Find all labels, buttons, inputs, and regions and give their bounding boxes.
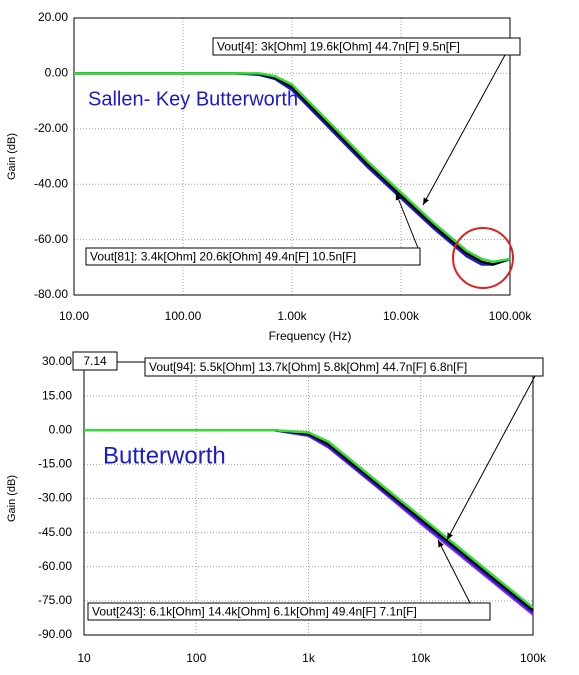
x-tick-label: 100 xyxy=(186,651,206,665)
annotation: Vout[94]: 5.5k[Ohm] 13.7k[Ohm] 5.8k[Ohm]… xyxy=(149,360,467,374)
x-tick-label: 100.00k xyxy=(489,309,533,323)
chart-title: Butterworth xyxy=(103,442,226,469)
y-axis-label: Gain (dB) xyxy=(6,133,18,180)
plot-frame xyxy=(73,17,511,296)
annotation-arrow xyxy=(437,539,471,604)
y-tick-label: -30.00 xyxy=(38,491,72,505)
annotation-box xyxy=(85,247,421,266)
annotation: Vout[243]: 6.1k[Ohm] 14.4k[Ohm] 6.1k[Ohm… xyxy=(92,605,417,619)
y-tick-label: 0.00 xyxy=(49,422,73,436)
y-tick-label: -40.00 xyxy=(34,176,68,190)
x-tick-label: 10.00 xyxy=(59,309,89,323)
series-line xyxy=(74,72,511,264)
annotation-arrow xyxy=(395,192,419,249)
x-tick-label: 10.00k xyxy=(383,309,420,323)
series-line xyxy=(84,429,534,609)
annotation-arrow xyxy=(446,375,536,541)
x-tick-label: 10 xyxy=(77,651,91,665)
x-tick-label: 1k xyxy=(302,651,316,665)
y-tick-label: 30.00 xyxy=(42,354,72,368)
y-tick-label: -20.00 xyxy=(34,121,68,135)
x-tick-label: 100k xyxy=(520,651,547,665)
highlight-circle xyxy=(452,227,514,289)
annotation-arrow xyxy=(422,54,506,206)
cursor-box xyxy=(72,351,118,371)
chart-title: Sallen- Key Butterworth xyxy=(88,88,298,110)
x-axis-label: Frequency (Hz) xyxy=(269,329,352,343)
y-tick-label: -80.00 xyxy=(34,287,68,301)
y-tick-label: -75.00 xyxy=(38,593,72,607)
y-tick-label: -45.00 xyxy=(38,525,72,539)
y-axis-label: Gain (dB) xyxy=(6,475,18,522)
y-tick-label: 15.00 xyxy=(42,388,72,402)
cursor-readout: 7.14 xyxy=(83,354,107,368)
annotation-box xyxy=(87,602,491,621)
y-tick-label: -15.00 xyxy=(38,457,72,471)
x-tick-label: 1.00k xyxy=(277,309,307,323)
y-tick-label: 20.00 xyxy=(38,10,68,24)
x-tick-label: 10k xyxy=(411,651,431,665)
annotation-box xyxy=(212,37,521,56)
annotation-box xyxy=(144,357,544,377)
y-tick-label: -90.00 xyxy=(38,627,72,641)
y-tick-label: -60.00 xyxy=(38,559,72,573)
annotation: Vout[4]: 3k[Ohm] 19.6k[Ohm] 44.7n[F] 9.5… xyxy=(217,40,460,54)
y-tick-label: 0.00 xyxy=(45,66,69,80)
x-tick-label: 100.00 xyxy=(165,309,202,323)
annotation: Vout[81]: 3.4k[Ohm] 20.6k[Ohm] 49.4n[F] … xyxy=(90,250,356,264)
y-tick-label: -60.00 xyxy=(34,232,68,246)
